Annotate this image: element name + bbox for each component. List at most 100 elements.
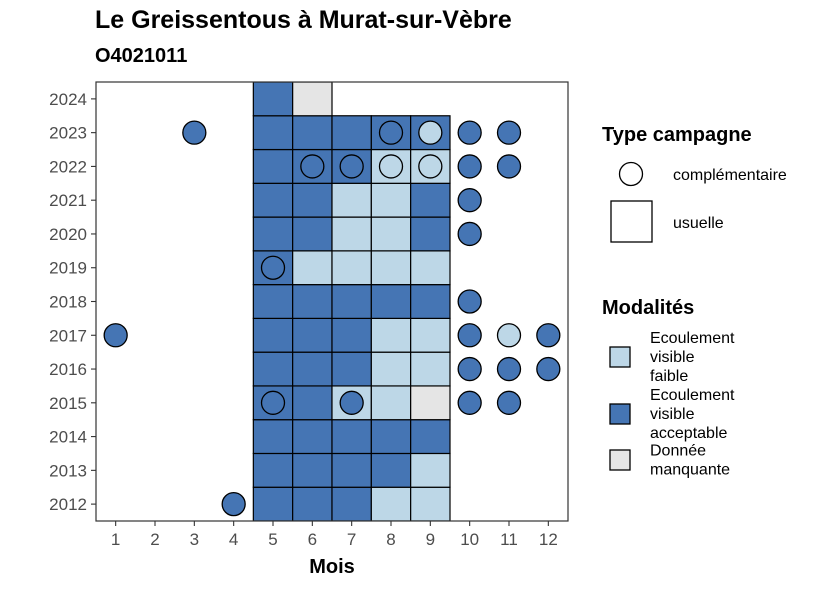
point-complementaire-2020-10 (457, 221, 482, 247)
y-tick-label-2017: 2017 (49, 326, 87, 345)
tile-usuelle-2012-5 (252, 486, 294, 521)
point-complementaire-2016-12 (536, 356, 561, 382)
tile-usuelle-2017-9 (410, 317, 451, 353)
legend-usuelle-label: usuelle (673, 215, 724, 232)
tile-usuelle-2021-6 (292, 182, 333, 218)
point-complementaire-2022-7 (339, 154, 364, 179)
legend-type-title: Type campagne (602, 124, 752, 146)
y-tick-label-2020: 2020 (49, 225, 87, 244)
legend-label-faible-line-3: faible (650, 368, 688, 385)
y-tick-label-2022: 2022 (49, 157, 87, 176)
tile-usuelle-2016-9 (410, 351, 451, 387)
x-axis-title: Mois (309, 556, 355, 578)
point-complementaire-2023-3 (182, 120, 207, 145)
point-complementaire-2022-10 (457, 154, 482, 179)
tile-usuelle-2023-6 (292, 115, 333, 151)
legend-key-acceptable (609, 403, 631, 425)
tile-usuelle-2017-5 (252, 317, 294, 353)
tile-usuelle-2013-7 (331, 452, 372, 488)
tile-usuelle-2018-9 (410, 284, 451, 319)
tile-usuelle-2018-5 (252, 284, 294, 319)
x-tick-label-11: 11 (500, 530, 518, 549)
legend-label-acceptable-line-3: acceptable (650, 425, 727, 442)
x-tick-label-7: 7 (347, 530, 356, 549)
tile-usuelle-2020-6 (292, 216, 333, 252)
tile-usuelle-2021-9 (410, 182, 451, 218)
x-tick-label-9: 9 (426, 530, 435, 549)
legend-label-acceptable-line-2: visible (650, 406, 695, 423)
legend-label-faible-line-1: Ecoulement (650, 330, 735, 347)
point-complementaire-2016-11 (496, 356, 522, 382)
tile-usuelle-2016-7 (331, 351, 372, 387)
tile-usuelle-2019-9 (410, 250, 451, 286)
tile-usuelle-2019-6 (292, 250, 333, 286)
tile-usuelle-2023-7 (331, 115, 372, 151)
tile-usuelle-2021-8 (370, 182, 412, 218)
tile-usuelle-2018-8 (370, 284, 412, 319)
point-complementaire-2023-8 (378, 120, 404, 145)
legend-complementaire-symbol (618, 161, 644, 187)
tile-usuelle-2018-6 (292, 284, 333, 319)
tile-usuelle-2015-6 (292, 385, 333, 421)
point-complementaire-2015-11 (496, 390, 522, 415)
point-complementaire-2019-5 (260, 255, 286, 280)
point-complementaire-2017-11 (496, 323, 522, 348)
tile-usuelle-2012-7 (331, 486, 372, 521)
y-tick-label-2018: 2018 (49, 293, 87, 312)
x-tick-label-3: 3 (190, 530, 199, 549)
y-tick-label-2014: 2014 (49, 428, 87, 447)
point-complementaire-2012-4 (221, 491, 246, 517)
point-complementaire-2015-7 (339, 390, 364, 415)
x-tick-label-8: 8 (386, 530, 395, 549)
tile-usuelle-2021-5 (252, 182, 294, 218)
tile-usuelle-2017-8 (370, 317, 412, 353)
y-tick-label-2019: 2019 (49, 259, 87, 278)
legend-label-faible-line-2: visible (650, 349, 695, 366)
tile-usuelle-2017-7 (331, 317, 372, 353)
tile-usuelle-2014-5 (252, 419, 294, 455)
y-tick-label-2013: 2013 (49, 461, 87, 480)
point-complementaire-2017-10 (457, 323, 482, 348)
point-complementaire-2021-10 (457, 188, 482, 213)
tile-usuelle-2024-6 (292, 82, 333, 117)
tile-usuelle-2017-6 (292, 317, 333, 353)
legend-label-manquante-line-1: Donnée (650, 443, 706, 460)
tile-usuelle-2019-8 (370, 250, 412, 286)
tile-usuelle-2013-8 (370, 452, 412, 488)
legend-label-manquante-line-2: manquante (650, 462, 730, 479)
point-complementaire-2015-10 (457, 390, 482, 415)
tile-usuelle-2013-5 (252, 452, 294, 488)
tile-usuelle-2013-9 (410, 452, 451, 488)
y-tick-label-2021: 2021 (49, 191, 87, 210)
tile-usuelle-2014-8 (370, 419, 412, 455)
tile-usuelle-2021-7 (331, 182, 372, 218)
tile-usuelle-2014-9 (410, 419, 451, 455)
tile-usuelle-2016-5 (252, 351, 294, 387)
tile-usuelle-2016-6 (292, 351, 333, 387)
point-complementaire-2023-9 (418, 120, 443, 145)
point-complementaire-2016-10 (457, 356, 482, 382)
x-tick-label-6: 6 (308, 530, 317, 549)
legend-modalites-title: Modalités (602, 297, 694, 319)
point-complementaire-2017-1 (103, 323, 128, 348)
point-complementaire-2015-5 (260, 390, 286, 415)
legend-usuelle-symbol (610, 200, 653, 243)
tile-usuelle-2012-9 (410, 486, 451, 521)
x-tick-label-2: 2 (150, 530, 159, 549)
legend-label-acceptable-line-1: Ecoulement (650, 387, 735, 404)
tile-usuelle-2019-7 (331, 250, 372, 286)
point-complementaire-2023-10 (457, 120, 482, 145)
y-tick-label-2016: 2016 (49, 360, 87, 379)
point-complementaire-2022-11 (496, 154, 522, 179)
y-tick-label-2015: 2015 (49, 394, 87, 413)
legend-key-manquante (609, 449, 631, 471)
y-tick-label-2012: 2012 (49, 495, 87, 514)
tile-usuelle-2012-8 (370, 486, 412, 521)
point-complementaire-2022-6 (300, 154, 325, 179)
x-tick-label-1: 1 (111, 530, 120, 549)
tile-usuelle-2015-8 (370, 385, 412, 421)
tile-usuelle-2020-8 (370, 216, 412, 252)
tile-usuelle-2020-9 (410, 216, 451, 252)
tile-usuelle-2012-6 (292, 486, 333, 521)
